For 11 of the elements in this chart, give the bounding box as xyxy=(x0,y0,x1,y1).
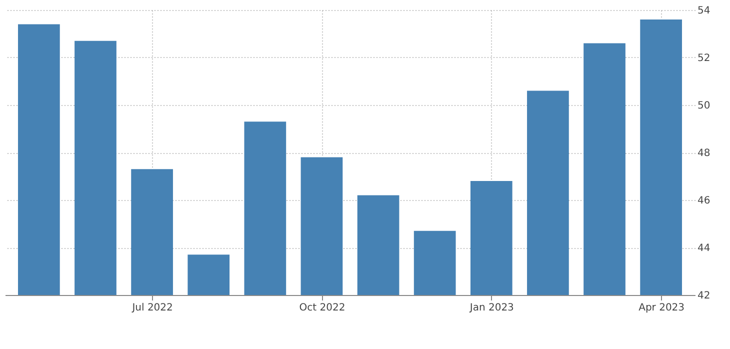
x-tick-label: Apr 2023 xyxy=(638,302,685,314)
y-tick-label: 46 xyxy=(698,196,710,206)
x-tick-label: Oct 2022 xyxy=(299,302,346,314)
y-tick-label: 48 xyxy=(698,148,710,159)
y-tick-label: 52 xyxy=(698,53,710,64)
x-tick-label: Jan 2023 xyxy=(468,302,514,314)
x-tick-label: Jul 2022 xyxy=(131,302,173,314)
y-tick-label: 44 xyxy=(698,243,710,254)
y-tick-label: 54 xyxy=(698,6,710,16)
y-tick-label: 42 xyxy=(698,290,710,302)
y-tick-label: 50 xyxy=(698,100,710,112)
